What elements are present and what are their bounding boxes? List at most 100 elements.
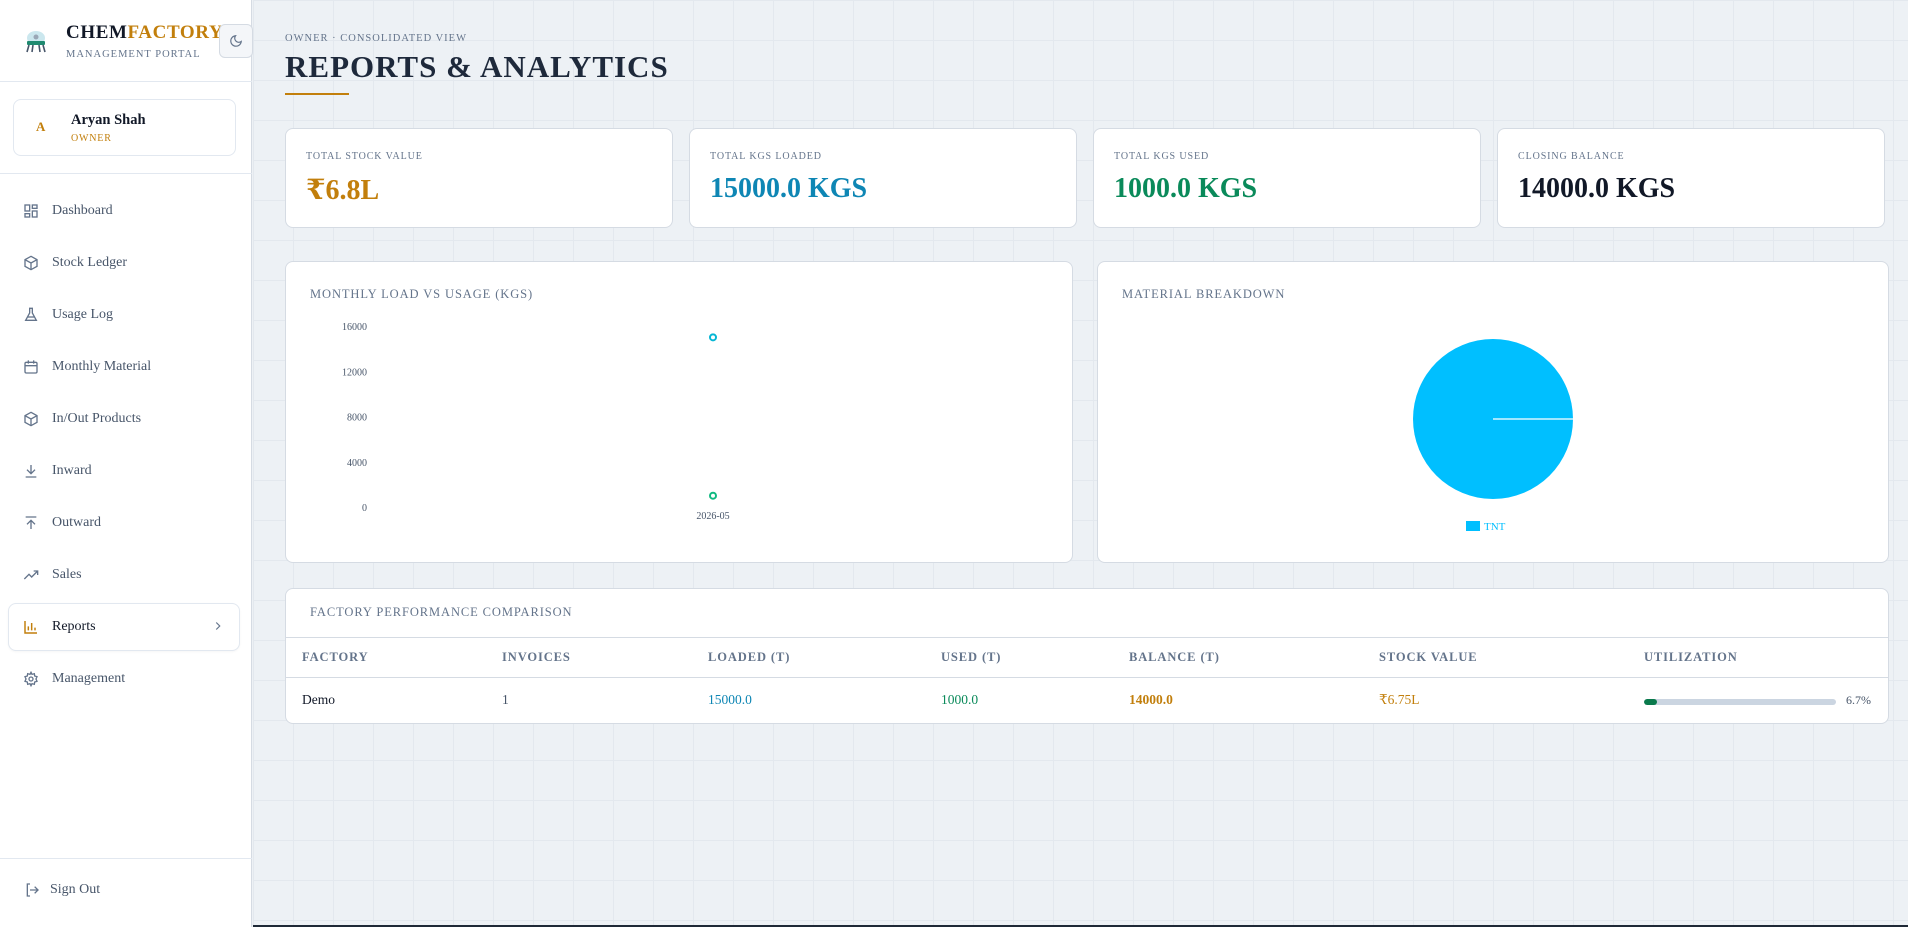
breadcrumb: OWNER · CONSOLIDATED VIEW [285,33,467,44]
x-tick-label: 2026-05 [696,511,729,522]
monthly-load-usage-panel: MONTHLY LOAD VS USAGE (KGS) 16000 12000 80… [285,261,1073,563]
data-point [709,333,717,342]
cell-used: 1000.0 [941,692,979,707]
stat-value: 14000.0 KGS [1518,173,1676,204]
bottom-border [253,925,1908,927]
stat-label: TOTAL KGS LOADED [710,151,822,162]
sidebar-item-usage-log[interactable]: Usage Log [8,291,240,339]
sidebar-item-management[interactable]: Management [8,655,240,703]
y-tick-label: 12000 [342,367,367,378]
factory-performance-table: FACTORY PERFORMANCE COMPARISON FACTORY I… [285,588,1889,724]
utilization-bar [1644,699,1836,705]
monthly-load-usage-chart: 16000 12000 8000 4000 0 2026-05 [342,322,730,522]
cell-stock-value: ₹6.75L [1379,692,1420,707]
box-icon [22,255,39,272]
sign-out-icon [24,882,40,898]
column-header-invoices: INVOICES [502,650,571,664]
cell-factory: Demo [302,692,335,707]
sidebar-item-label: In/Out Products [52,411,142,426]
table-title: FACTORY PERFORMANCE COMPARISON [310,605,573,619]
material-breakdown-panel: MATERIAL BREAKDOWN TNT [1097,261,1889,563]
sidebar-item-monthly-material[interactable]: Monthly Material [8,343,240,391]
stat-label: TOTAL STOCK VALUE [306,151,423,162]
sidebar-nav: Dashboard Stock Ledger Usage Log Monthly… [8,187,240,707]
page-title: REPORTS & ANALYTICS [285,49,669,84]
arrow-up-icon [22,515,39,532]
box-icon [22,411,39,428]
gear-icon [22,671,39,688]
cell-utilization-percent: 6.7% [1846,693,1871,707]
sidebar-item-label: Stock Ledger [52,255,128,270]
column-header-utilization: UTILIZATION [1644,650,1738,664]
y-tick-label: 16000 [342,322,367,333]
sign-out-button[interactable]: Sign Out [24,882,100,898]
calendar-icon [22,359,39,376]
sidebar-item-label: Outward [52,515,101,530]
material-breakdown-chart: TNT [1413,339,1573,533]
sidebar-item-stock-ledger[interactable]: Stock Ledger [8,239,240,287]
sidebar-item-label: Dashboard [52,203,113,218]
sidebar-item-in-out-products[interactable]: In/Out Products [8,395,240,443]
dashboard-icon [22,203,39,220]
column-header-stock-value: STOCK VALUE [1379,650,1478,664]
sidebar-item-label: Reports [52,619,96,634]
legend-label: TNT [1484,521,1506,533]
sidebar-item-inward[interactable]: Inward [8,447,240,495]
brand-subtitle: MANAGEMENT PORTAL [66,49,201,60]
column-header-balance: BALANCE (T) [1129,650,1220,664]
brand-name-part1: CHEM [66,22,128,43]
y-tick-label: 0 [362,503,367,514]
sign-out-label: Sign Out [50,882,101,897]
brand-name-part2: FACTORY [127,22,224,43]
main-content: OWNER · CONSOLIDATED VIEW REPORTS & ANAL… [253,0,1908,925]
column-header-loaded: LOADED (T) [708,650,791,664]
user-card: A Aryan Shah OWNER [13,99,236,156]
sidebar: CHEMFACTORY MANAGEMENT PORTAL A Aryan Sh… [0,0,253,927]
avatar: A [36,119,46,134]
table-divider [286,637,1888,638]
column-header-used: USED (T) [941,650,1002,664]
factory-logo-icon [22,29,50,55]
moon-icon [230,35,242,47]
stat-card-total-kgs-used: TOTAL KGS USED 1000.0 KGS [1093,128,1481,228]
cell-invoices: 1 [502,692,509,707]
sidebar-item-sales[interactable]: Sales [8,551,240,599]
stat-value: 1000.0 KGS [1114,173,1258,204]
stat-card-closing-balance: CLOSING BALANCE 14000.0 KGS [1497,128,1885,228]
y-tick-label: 4000 [347,458,367,469]
sidebar-item-label: Inward [52,463,92,478]
chevron-right-icon [211,619,225,638]
cell-balance: 14000.0 [1129,692,1173,707]
sidebar-item-label: Usage Log [52,307,114,322]
brand-header: CHEMFACTORY MANAGEMENT PORTAL [0,0,253,82]
cell-loaded: 15000.0 [708,692,752,707]
stat-label: CLOSING BALANCE [1518,151,1625,162]
chart-title: MONTHLY LOAD VS USAGE (KGS) [310,287,534,301]
sidebar-divider [0,173,252,174]
sidebar-item-label: Sales [52,567,82,582]
sidebar-item-label: Management [52,671,126,686]
title-underline [285,93,349,95]
column-header-factory: FACTORY [302,650,369,664]
chart-title: MATERIAL BREAKDOWN [1122,287,1286,301]
sidebar-item-reports[interactable]: Reports [8,603,240,651]
trend-icon [22,567,39,584]
user-role: OWNER [71,133,112,144]
data-point [709,491,717,500]
user-name: Aryan Shah [71,112,146,128]
sidebar-item-outward[interactable]: Outward [8,499,240,547]
stat-card-total-kgs-loaded: TOTAL KGS LOADED 15000.0 KGS [689,128,1077,228]
brand-name: CHEMFACTORY [66,22,223,44]
y-tick-label: 8000 [347,413,367,424]
stat-label: TOTAL KGS USED [1114,151,1210,162]
arrow-down-icon [22,463,39,480]
flask-icon [22,307,39,324]
legend-swatch [1466,521,1480,531]
theme-toggle-button[interactable] [219,24,253,58]
utilization-bar-fill [1644,699,1657,705]
stat-value: ₹6.8L [306,175,380,206]
sidebar-item-dashboard[interactable]: Dashboard [8,187,240,235]
sidebar-item-label: Monthly Material [52,359,152,374]
stat-card-total-stock-value: TOTAL STOCK VALUE ₹6.8L [285,128,673,228]
stat-value: 15000.0 KGS [710,173,868,204]
